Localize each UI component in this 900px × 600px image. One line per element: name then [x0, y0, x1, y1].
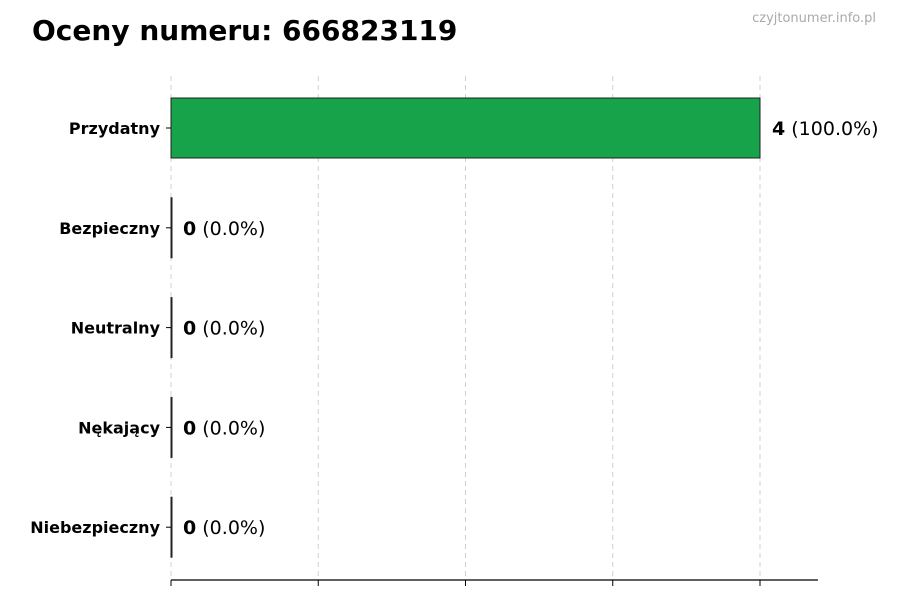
category-label: Niebezpieczny — [30, 518, 160, 537]
data-label: 0 (0.0%) — [183, 318, 265, 340]
data-value: 0 — [183, 218, 196, 240]
data-label: 0 (0.0%) — [183, 417, 265, 439]
data-value: 4 — [772, 118, 785, 140]
watermark: czyjtonumer.info.pl — [752, 11, 876, 26]
data-percent: (100.0%) — [785, 118, 878, 140]
category-label: Neutralny — [71, 319, 161, 338]
category-label: Nękający — [78, 418, 160, 437]
bar-niebezpieczny — [170, 496, 173, 558]
data-value: 0 — [183, 318, 196, 340]
chart-title: Oceny numeru: 666823119 — [32, 14, 457, 47]
bar-przydatny — [170, 97, 761, 159]
data-label: 0 (0.0%) — [183, 517, 265, 539]
data-value: 0 — [183, 517, 196, 539]
data-percent: (0.0%) — [196, 417, 265, 439]
bar-neutralny — [170, 297, 173, 359]
bar-nękający — [170, 396, 173, 458]
data-label: 4 (100.0%) — [772, 118, 879, 140]
data-value: 0 — [183, 417, 196, 439]
data-percent: (0.0%) — [196, 517, 265, 539]
category-label: Bezpieczny — [59, 219, 160, 238]
bar-bezpieczny — [170, 197, 173, 259]
data-percent: (0.0%) — [196, 318, 265, 340]
data-percent: (0.0%) — [196, 218, 265, 240]
data-label: 0 (0.0%) — [183, 218, 265, 240]
category-label: Przydatny — [69, 119, 161, 138]
